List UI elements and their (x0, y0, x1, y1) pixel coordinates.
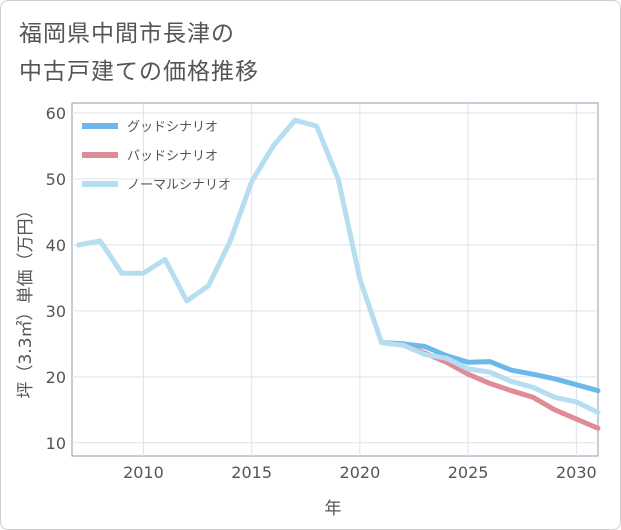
y-tick-label: 50 (46, 170, 66, 189)
x-tick-label: 2025 (448, 463, 489, 482)
series-line-0 (379, 340, 601, 394)
x-tick-label: 2015 (231, 463, 272, 482)
legend-label-0: グッドシナリオ (127, 120, 218, 135)
x-tick-label: 2020 (340, 463, 381, 482)
y-tick-label: 10 (46, 434, 66, 453)
grid-lines (71, 102, 599, 457)
legend-label-2: ノーマルシナリオ (127, 178, 231, 193)
y-tick-label: 60 (46, 104, 66, 123)
legend-label-1: バッドシナリオ (127, 149, 218, 164)
chart-title: 福岡県中間市長津の 中古戸建ての価格推移 (19, 21, 259, 85)
y-tick-label: 40 (46, 236, 66, 255)
y-axis-title: 坪（3.3㎡）単価（万円） (16, 201, 36, 398)
y-tick-labels: 10 20 30 40 50 60 (46, 104, 66, 453)
y-tick-label: 20 (46, 368, 66, 387)
x-tick-label: 2030 (556, 463, 597, 482)
x-tick-labels: 2010 2015 2020 2025 2030 (123, 463, 597, 482)
y-tick-label: 30 (46, 302, 66, 321)
x-axis-title: 年 (325, 499, 342, 519)
series-layer (76, 117, 601, 431)
x-tick-label: 2010 (123, 463, 164, 482)
series-line-1 (379, 340, 601, 431)
plot-frame (71, 102, 599, 457)
series-line-2 (76, 117, 601, 415)
